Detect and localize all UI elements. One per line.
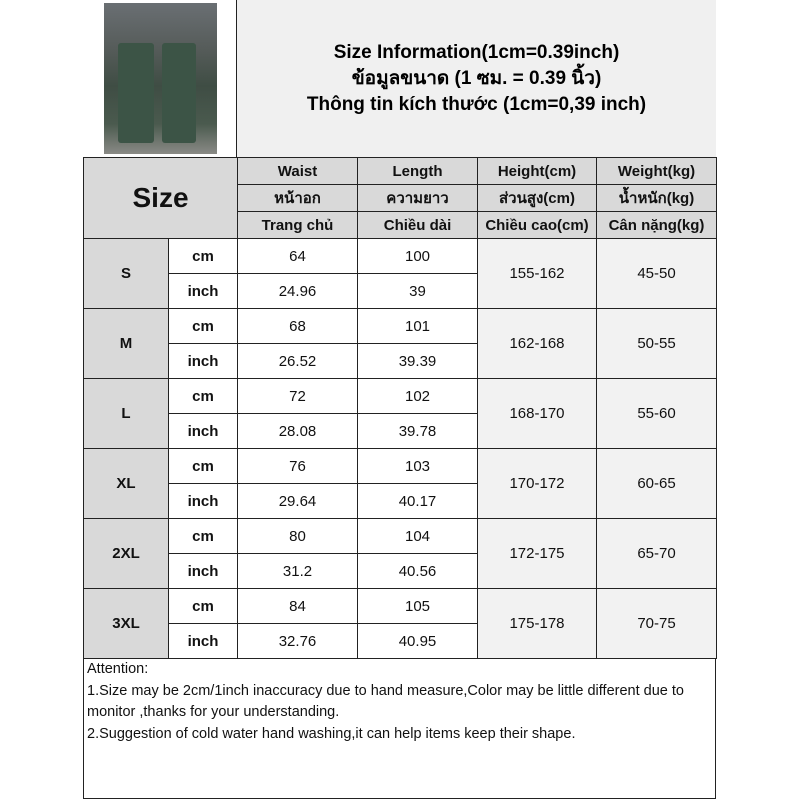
- waist-cm: 76: [237, 448, 358, 484]
- size-label: 3XL: [83, 588, 169, 659]
- unit-cm: cm: [168, 448, 238, 484]
- table-row-cm: XL cm 76 103 170-172 60-65: [83, 448, 717, 519]
- length-cm: 103: [357, 448, 478, 484]
- height-range: 172-175: [477, 518, 597, 589]
- length-inch: 40.56: [357, 553, 478, 589]
- product-photo-cell: [83, 0, 237, 157]
- height-range: 162-168: [477, 308, 597, 379]
- size-label: S: [83, 238, 169, 309]
- table-row-inch: inch 29.64 40.17: [84, 483, 717, 519]
- table-row-inch: inch 31.2 40.56: [84, 553, 717, 589]
- table-row-inch: inch 28.08 39.78: [84, 413, 717, 449]
- length-inch: 39.39: [357, 343, 478, 379]
- col-header-waist-thai: หน้าอก: [237, 184, 358, 212]
- col-header-weight-vi: Cân nặng(kg): [596, 211, 717, 239]
- waist-cm: 84: [237, 588, 358, 624]
- attention-notes: Attention: 1.Size may be 2cm/1inch inacc…: [83, 657, 716, 747]
- waist-inch: 24.96: [237, 273, 358, 309]
- size-header: Size: [83, 157, 238, 239]
- col-header-length: Length: [357, 157, 478, 185]
- size-table: Size Waist Length Height(cm) Weight(kg) …: [83, 157, 717, 659]
- attention-title: Attention:: [87, 661, 149, 677]
- unit-inch: inch: [168, 413, 238, 449]
- length-cm: 104: [357, 518, 478, 554]
- unit-inch: inch: [168, 483, 238, 519]
- col-header-height: Height(cm): [477, 157, 597, 185]
- weight-range: 60-65: [596, 448, 717, 519]
- col-header-height-thai: ส่วนสูง(cm): [477, 184, 597, 212]
- waist-cm: 64: [237, 238, 358, 274]
- length-cm: 105: [357, 588, 478, 624]
- weight-range: 45-50: [596, 238, 717, 309]
- height-range: 175-178: [477, 588, 597, 659]
- size-label: L: [83, 378, 169, 449]
- size-information-title: Size Information(1cm=0.39inch) ข้อมูลขนา…: [237, 0, 716, 157]
- title-line-thai: ข้อมูลขนาด (1 ซม. = 0.39 นิ้ว): [351, 67, 602, 89]
- weight-range: 50-55: [596, 308, 717, 379]
- unit-cm: cm: [168, 588, 238, 624]
- attention-note-1: 1.Size may be 2cm/1inch inaccuracy due t…: [87, 682, 684, 721]
- col-header-length-thai: ความยาว: [357, 184, 478, 212]
- weight-range: 65-70: [596, 518, 717, 589]
- unit-inch: inch: [168, 343, 238, 379]
- waist-cm: 68: [237, 308, 358, 344]
- length-inch: 40.95: [357, 623, 478, 659]
- size-label: M: [83, 308, 169, 379]
- unit-inch: inch: [168, 273, 238, 309]
- length-inch: 40.17: [357, 483, 478, 519]
- waist-inch: 29.64: [237, 483, 358, 519]
- title-line-english: Size Information(1cm=0.39inch): [333, 41, 620, 63]
- unit-cm: cm: [168, 238, 238, 274]
- unit-cm: cm: [168, 518, 238, 554]
- col-header-length-vi: Chiều dài: [357, 211, 478, 239]
- length-cm: 102: [357, 378, 478, 414]
- col-header-waist: Waist: [237, 157, 358, 185]
- unit-inch: inch: [168, 553, 238, 589]
- waist-inch: 32.76: [237, 623, 358, 659]
- unit-cm: cm: [168, 378, 238, 414]
- table-row-inch: inch 32.76 40.95: [84, 623, 717, 659]
- table-row-cm: 3XL cm 84 105 175-178 70-75: [83, 588, 717, 659]
- waist-inch: 26.52: [237, 343, 358, 379]
- product-photo: [104, 3, 217, 154]
- title-line-vietnamese: Thông tin kích thước (1cm=0,39 inch): [306, 93, 647, 115]
- length-cm: 101: [357, 308, 478, 344]
- weight-range: 70-75: [596, 588, 717, 659]
- length-inch: 39.78: [357, 413, 478, 449]
- col-header-waist-vi: Trang chủ: [237, 211, 358, 239]
- col-header-weight: Weight(kg): [596, 157, 717, 185]
- size-label: 2XL: [83, 518, 169, 589]
- height-range: 168-170: [477, 378, 597, 449]
- unit-cm: cm: [168, 308, 238, 344]
- col-header-height-vi: Chiều cao(cm): [477, 211, 597, 239]
- waist-cm: 80: [237, 518, 358, 554]
- waist-cm: 72: [237, 378, 358, 414]
- height-range: 155-162: [477, 238, 597, 309]
- col-header-weight-thai: น้ำหนัก(kg): [596, 184, 717, 212]
- unit-inch: inch: [168, 623, 238, 659]
- waist-inch: 28.08: [237, 413, 358, 449]
- length-cm: 100: [357, 238, 478, 274]
- height-range: 170-172: [477, 448, 597, 519]
- table-row-cm: 2XL cm 80 104 172-175 65-70: [83, 518, 717, 589]
- length-inch: 39: [357, 273, 478, 309]
- table-row-inch: inch 26.52 39.39: [84, 343, 717, 379]
- size-label: XL: [83, 448, 169, 519]
- waist-inch: 31.2: [237, 553, 358, 589]
- attention-note-2: 2.Suggestion of cold water hand washing,…: [87, 725, 576, 742]
- weight-range: 55-60: [596, 378, 717, 449]
